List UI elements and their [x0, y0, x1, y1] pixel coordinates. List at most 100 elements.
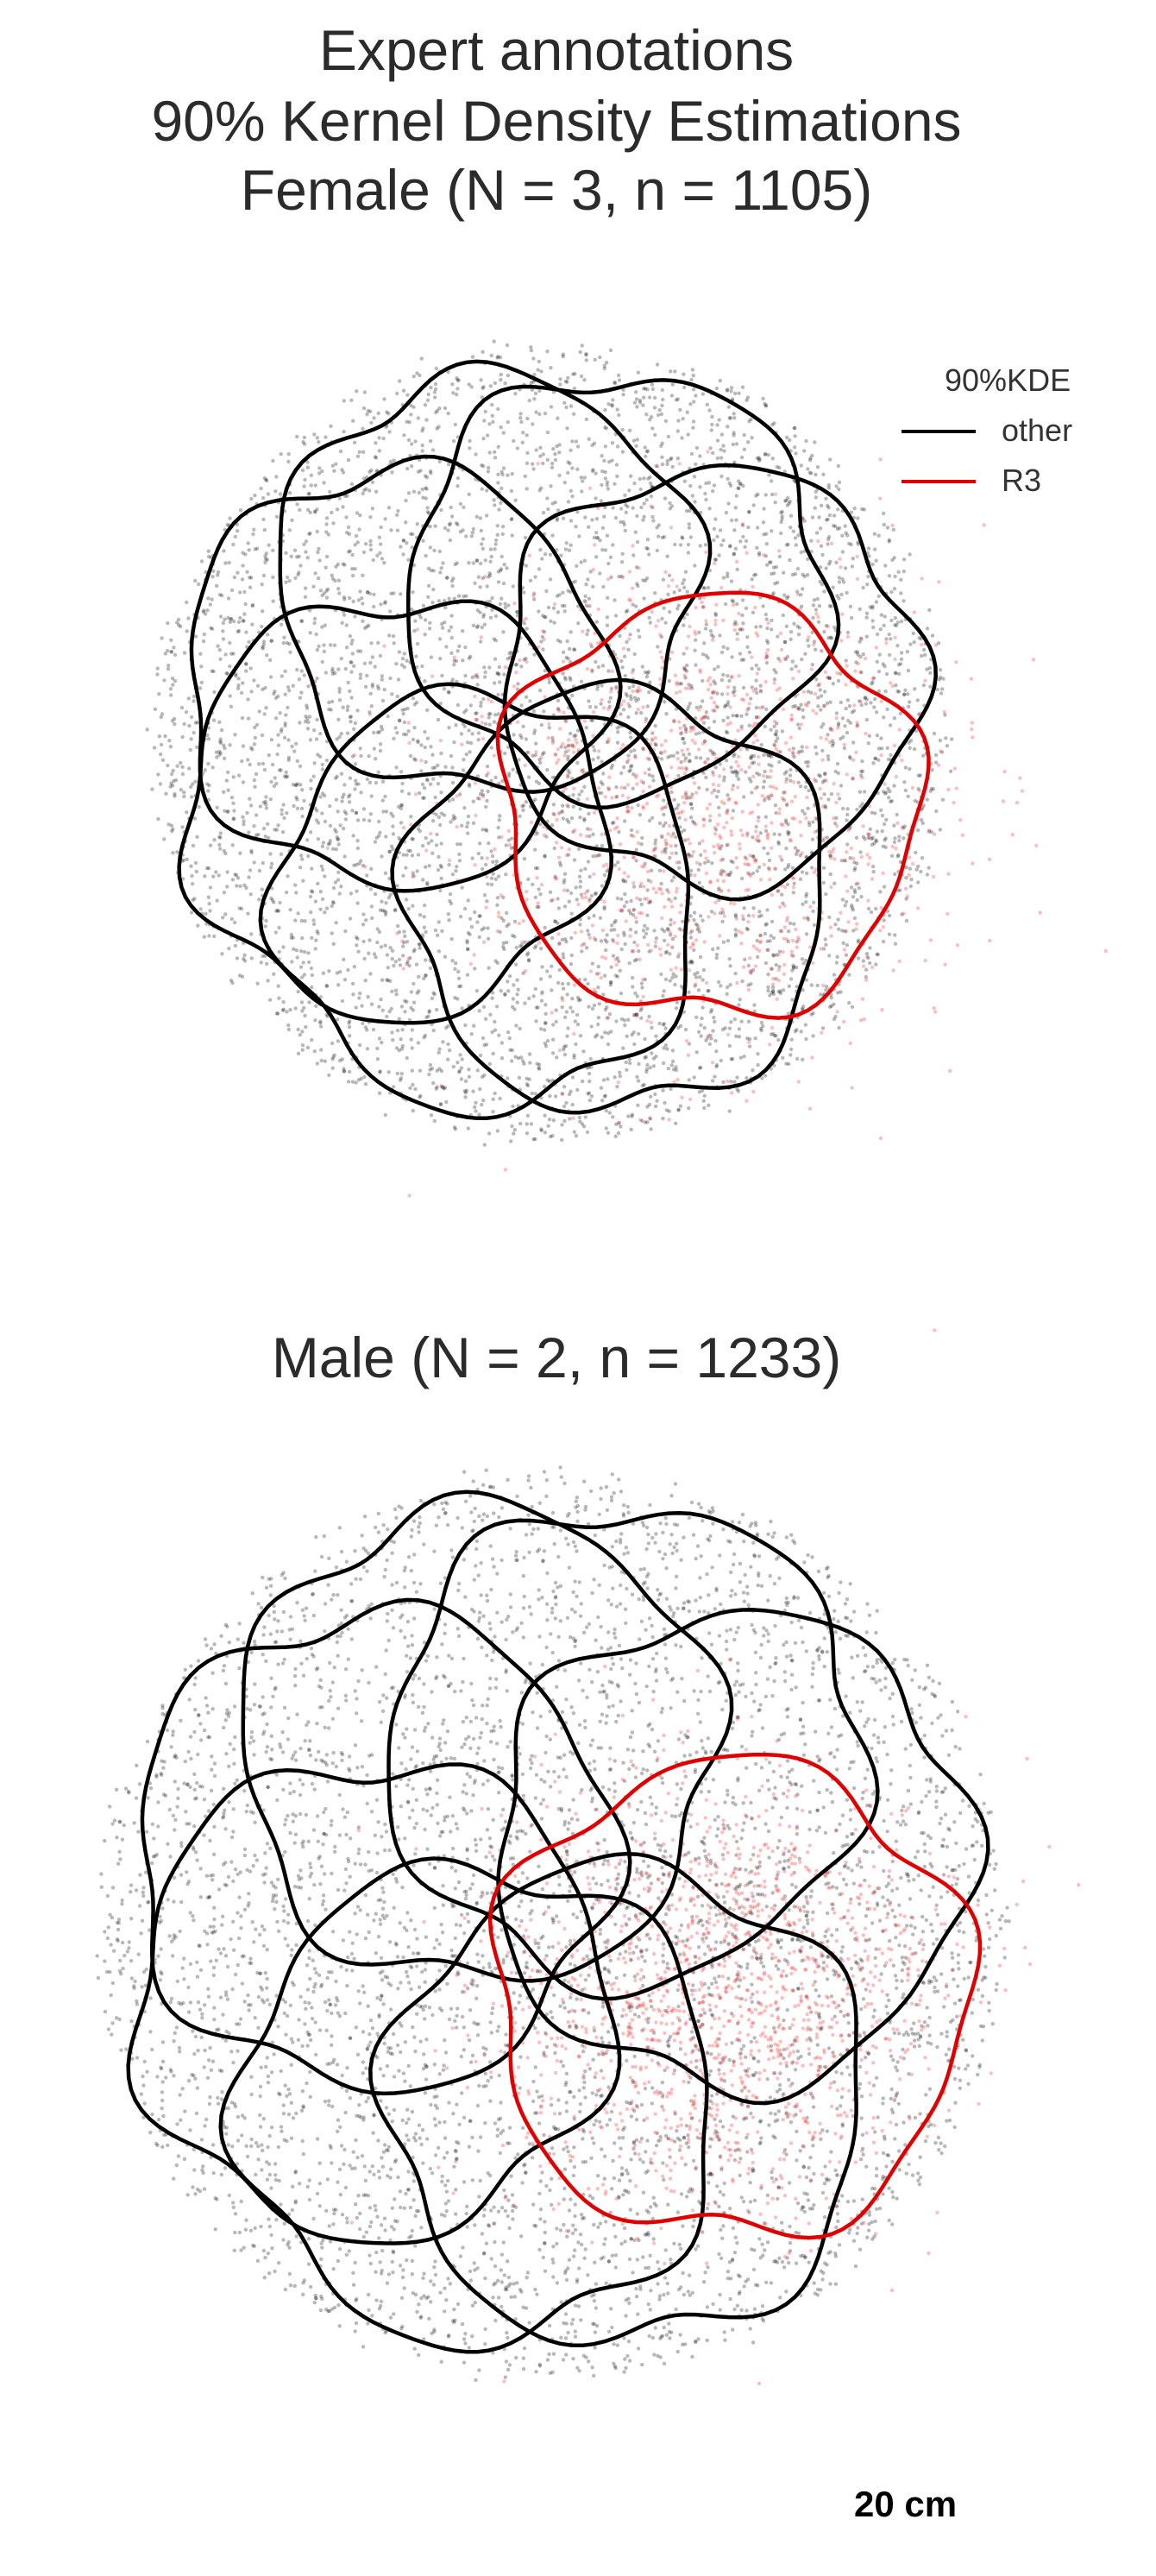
data-point: [854, 882, 858, 886]
data-point: [320, 762, 324, 767]
data-point: [240, 715, 245, 721]
data-point: [462, 758, 466, 762]
data-point: [350, 638, 355, 643]
data-point: [708, 1033, 713, 1038]
data-point: [599, 499, 604, 503]
data-point: [660, 535, 665, 540]
data-point: [887, 632, 891, 637]
data-point: [542, 1084, 547, 1089]
data-point: [661, 577, 666, 582]
data-point: [561, 803, 565, 808]
data-point: [651, 778, 656, 783]
data-point: [663, 419, 669, 424]
data-point: [145, 727, 149, 732]
data-point: [476, 738, 481, 742]
data-point: [348, 689, 352, 693]
data-point: [560, 996, 564, 1000]
data-point: [374, 489, 379, 494]
data-point: [553, 1094, 558, 1099]
data-point: [427, 1009, 431, 1013]
data-point: [468, 916, 473, 922]
data-point: [346, 704, 350, 709]
data-point: [215, 898, 219, 903]
data-point: [740, 627, 744, 632]
data-point: [480, 1074, 485, 1080]
data-point: [648, 620, 652, 625]
data-point: [229, 617, 233, 621]
data-point: [439, 751, 443, 756]
data-point: [741, 621, 745, 626]
data-point: [468, 784, 472, 789]
data-point: [556, 610, 561, 614]
data-point: [355, 943, 359, 948]
data-point: [769, 1032, 774, 1036]
data-point: [369, 904, 374, 909]
data-point: [751, 835, 755, 840]
data-point: [510, 533, 514, 538]
data-point: [568, 676, 572, 680]
data-point: [746, 983, 751, 987]
data-point: [503, 992, 507, 997]
data-point: [710, 422, 714, 427]
data-point: [549, 366, 553, 370]
data-point: [543, 925, 547, 930]
data-point: [610, 763, 615, 768]
data-point: [195, 745, 199, 749]
data-point: [874, 906, 878, 911]
data-point: [698, 544, 702, 548]
data-point: [395, 1071, 399, 1076]
data-point: [732, 528, 737, 532]
data-point: [423, 679, 427, 683]
data-point: [427, 1010, 431, 1015]
data-point: [365, 625, 369, 629]
data-point: [771, 992, 776, 997]
data-point: [295, 502, 299, 507]
data-point: [330, 1066, 335, 1070]
data-point: [491, 872, 495, 876]
data-point: [849, 542, 853, 547]
data-point: [242, 883, 247, 887]
data-point: [646, 879, 650, 883]
data-point: [437, 549, 442, 554]
data-point: [259, 486, 263, 491]
data-point: [221, 620, 226, 626]
data-point: [868, 605, 872, 609]
data-point: [837, 480, 842, 485]
data-point: [706, 656, 710, 660]
data-point: [868, 946, 872, 950]
data-point: [788, 977, 794, 981]
data-point: [817, 604, 822, 608]
data-point: [827, 915, 832, 920]
data-point: [800, 957, 805, 961]
data-point: [631, 506, 635, 510]
data-point: [320, 811, 324, 816]
data-point: [789, 667, 794, 671]
data-point: [670, 1059, 675, 1064]
data-point: [226, 770, 230, 775]
data-point: [727, 416, 732, 420]
data-point: [395, 513, 399, 517]
data-point: [218, 657, 223, 661]
data-point: [405, 393, 410, 397]
data-point: [512, 438, 516, 444]
data-point: [384, 901, 388, 905]
data-point: [168, 745, 173, 749]
data-point: [625, 805, 630, 809]
data-point: [431, 991, 436, 995]
data-point: [435, 426, 439, 431]
data-point: [670, 945, 675, 949]
data-point: [609, 1030, 613, 1034]
data-point: [344, 646, 349, 650]
data-point: [475, 683, 480, 687]
data-point: [882, 623, 886, 627]
data-point: [633, 930, 638, 935]
data-point: [182, 721, 186, 727]
data-point: [306, 684, 311, 689]
data-point: [315, 529, 319, 534]
data-point: [399, 789, 405, 793]
data-point: [263, 924, 267, 929]
data-point: [761, 1023, 765, 1029]
data-point: [556, 906, 562, 910]
data-point: [751, 906, 756, 910]
data-point: [597, 853, 602, 858]
